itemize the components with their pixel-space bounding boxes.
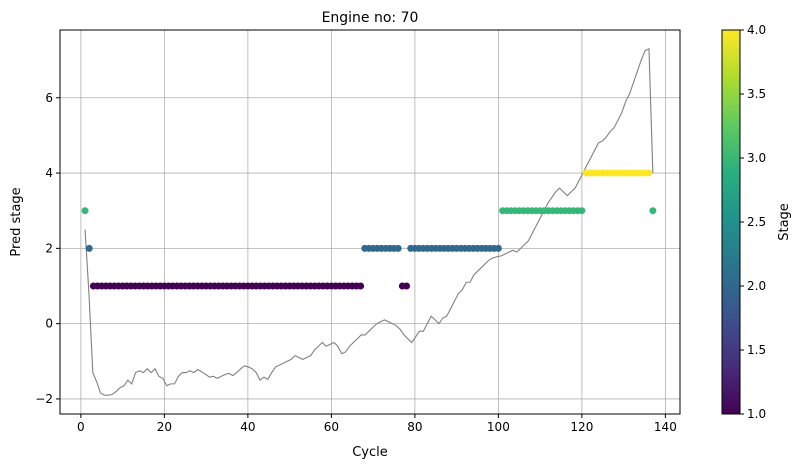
colorbar-tick-label: 1.5 xyxy=(747,343,766,357)
y-axis-label: Pred stage xyxy=(9,187,24,256)
stage-point xyxy=(85,244,93,252)
colorbar-tick-label: 2.5 xyxy=(747,215,766,229)
stage-point xyxy=(645,169,653,177)
x-tick-label: 80 xyxy=(407,420,422,434)
x-tick-label: 40 xyxy=(240,420,255,434)
colorbar-tick-label: 1.0 xyxy=(747,407,766,421)
prediction-line xyxy=(84,47,654,396)
y-tick-label: −2 xyxy=(35,392,53,406)
colorbar xyxy=(721,29,741,415)
stage-points xyxy=(81,169,657,290)
y-tick-label: 6 xyxy=(45,91,53,105)
x-tick-label: 20 xyxy=(157,420,172,434)
stage-point xyxy=(578,207,586,215)
y-tick-label: 0 xyxy=(45,317,53,331)
x-tick-label: 100 xyxy=(487,420,510,434)
plot-frame xyxy=(59,29,681,415)
stage-point xyxy=(394,244,402,252)
stage-point xyxy=(403,282,411,290)
chart-title: Engine no: 70 xyxy=(322,10,419,26)
colorbar-ticks: 1.0 1.5 2.0 2.5 3.0 3.5 4.0 xyxy=(740,23,766,421)
colorbar-tick-label: 3.0 xyxy=(747,151,766,165)
x-axis-label: Cycle xyxy=(352,445,388,460)
x-axis: 0 20 40 60 80 100 120 140 xyxy=(77,414,677,434)
x-tick-label: 140 xyxy=(654,420,677,434)
colorbar-tick-label: 4.0 xyxy=(747,23,766,37)
stage-point xyxy=(357,282,365,290)
grid xyxy=(60,30,680,414)
y-tick-label: 4 xyxy=(45,166,53,180)
prediction-line-path xyxy=(84,47,654,396)
x-tick-label: 120 xyxy=(570,420,593,434)
y-axis: −2 0 2 4 6 xyxy=(35,91,60,406)
colorbar-tick-label: 3.5 xyxy=(747,87,766,101)
x-tick-label: 60 xyxy=(324,420,339,434)
x-tick-label: 0 xyxy=(77,420,85,434)
stage-point xyxy=(494,244,502,252)
stage-point xyxy=(81,207,89,215)
colorbar-tick-label: 2.0 xyxy=(747,279,766,293)
stage-point xyxy=(649,207,657,215)
colorbar-label: Stage xyxy=(777,203,792,241)
y-tick-label: 2 xyxy=(45,241,53,255)
